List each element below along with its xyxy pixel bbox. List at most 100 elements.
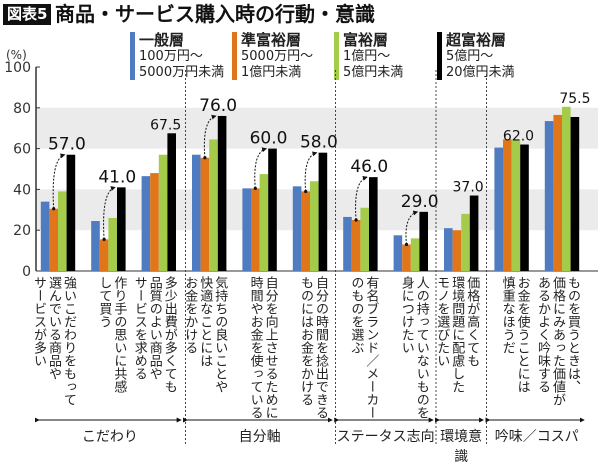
legend-swatch	[334, 32, 339, 80]
value-label: 67.5	[150, 117, 181, 133]
value-label: 62.0	[503, 129, 534, 145]
bar	[217, 115, 227, 272]
bar	[209, 139, 218, 271]
legend-item: 一般層 100万円〜 5000万円未満	[130, 32, 224, 81]
bar	[268, 148, 277, 271]
category-label: 人の持っていないものを 身につけたい	[398, 276, 429, 419]
bar	[343, 216, 352, 271]
dotted-arrow	[52, 153, 66, 209]
section-label: こだわり	[81, 429, 138, 445]
bar	[503, 139, 512, 271]
bar	[251, 188, 260, 271]
bar	[192, 154, 201, 271]
bar	[200, 157, 210, 271]
legend-name: 超富裕層	[446, 31, 507, 49]
category-label: ものを買うときは、 価格にみあった価値が あるかよく吟味する	[535, 276, 580, 406]
y-tick-label: 60	[13, 142, 31, 158]
bar	[40, 201, 50, 271]
bar	[410, 238, 420, 271]
legend-swatch	[437, 32, 442, 80]
legend-name: 一般層	[139, 31, 185, 49]
legend-item: 準富裕層 5000万円〜 1億円未満	[232, 32, 313, 81]
legend-swatch	[130, 32, 135, 80]
bar	[167, 133, 176, 271]
bar	[310, 181, 319, 271]
y-tick-label: 80	[13, 101, 31, 117]
bar	[452, 230, 462, 271]
section-label: 環境意識	[440, 429, 483, 465]
legend-swatch	[232, 32, 237, 80]
bar	[402, 244, 411, 271]
value-label: 29.0	[401, 192, 439, 212]
chart-title: 商品・サービス購入時の行動・意識	[55, 2, 375, 26]
value-label: 75.5	[559, 91, 590, 107]
legend-range: 5000万円〜	[241, 49, 314, 64]
legend-range: 1億円〜	[343, 49, 391, 64]
legend-range: 1億円未満	[241, 65, 302, 80]
legend-range: 5000万円未満	[139, 65, 225, 80]
category-label: 多少出費が多くても 品質のよい商品や サービスを求める	[131, 276, 177, 393]
category-label: 気持ちの良いことや 快適なことには お金をかける	[182, 276, 228, 393]
category-label: 作り手の思いに共感 して買う	[96, 276, 127, 393]
bar	[570, 116, 580, 271]
bar	[292, 186, 302, 271]
bar	[511, 139, 521, 271]
value-label: 76.0	[199, 96, 237, 116]
bar	[150, 173, 159, 271]
category-label: 強いこだわりをもって 選んでいる商品や サービスが多い	[31, 276, 76, 406]
bar	[158, 154, 168, 271]
legend-range: 5億円〜	[446, 49, 494, 64]
category-label: 自分の時間を捻出できる ものにはお金をかける	[298, 276, 328, 419]
bar	[393, 235, 403, 271]
y-tick-label: 100	[4, 60, 31, 76]
bar	[553, 114, 562, 271]
y-tick-label: 20	[13, 223, 31, 239]
y-tick-label: 40	[13, 182, 31, 198]
legend-name: 富裕層	[343, 31, 389, 49]
bar	[419, 211, 428, 271]
value-label: 57.0	[48, 135, 86, 155]
category-label: 自分を向上させるために 時間やお金を使っている	[247, 276, 278, 419]
bar	[369, 177, 378, 271]
bar	[108, 217, 117, 271]
bar	[544, 121, 554, 271]
y-axis-unit: (%)	[6, 48, 27, 62]
legend-name: 準富裕層	[241, 31, 302, 49]
bar	[117, 187, 126, 271]
bar	[360, 207, 369, 271]
bar	[301, 191, 310, 271]
y-tick-label: 0	[22, 264, 31, 280]
category-label: 価格が高くても 環境問題に配慮した モノを選びたい	[434, 276, 480, 393]
bar	[520, 144, 529, 271]
arrow-origin-dot	[52, 207, 56, 211]
bar	[49, 208, 58, 271]
bar	[444, 228, 453, 271]
legend-range: 20億円未満	[446, 65, 515, 80]
bar	[318, 152, 328, 271]
bar	[99, 239, 109, 271]
section-label: 吟味／コスパ	[494, 429, 579, 445]
bar	[562, 106, 571, 271]
bar	[58, 191, 67, 271]
bar	[141, 176, 151, 271]
value-label: 60.0	[250, 129, 288, 149]
figure-badge: 図表5	[3, 4, 52, 25]
bar	[461, 213, 470, 271]
legend-item: 富裕層 1億円〜 5億円未満	[334, 32, 403, 81]
bar	[351, 220, 361, 271]
dotted-arrow	[405, 210, 419, 245]
value-label: 46.0	[350, 157, 388, 177]
section-label: 自分軸	[238, 429, 281, 445]
dotted-arrow	[254, 147, 268, 189]
bar	[242, 188, 251, 271]
bar	[91, 221, 100, 271]
value-label: 37.0	[453, 180, 484, 196]
section-label: ステータス志向	[336, 429, 435, 445]
category-label: お金を使うことには 慎重なほうだ	[499, 276, 530, 393]
dotted-arrow	[304, 151, 318, 192]
dotted-arrow	[103, 186, 116, 240]
legend-range: 100万円〜	[139, 49, 203, 64]
value-label: 58.0	[300, 133, 338, 153]
